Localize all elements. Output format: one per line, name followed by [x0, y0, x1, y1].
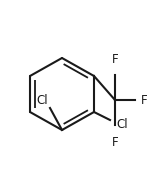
Text: F: F: [141, 93, 148, 106]
Text: Cl: Cl: [36, 93, 48, 106]
Text: Cl: Cl: [116, 117, 128, 130]
Text: F: F: [112, 53, 118, 66]
Text: F: F: [112, 136, 118, 149]
